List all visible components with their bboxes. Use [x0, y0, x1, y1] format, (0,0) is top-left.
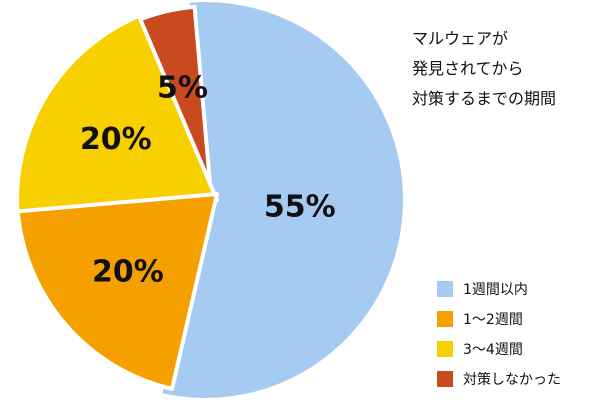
- chart-title: マルウェアが 発見されてから 対策するまでの期間: [412, 24, 556, 114]
- title-line-1: マルウェアが: [412, 29, 509, 48]
- legend-label-1-to-2-weeks: 1～2週間: [463, 311, 523, 328]
- legend-label-3-to-4-weeks: 3～4週間: [463, 341, 523, 358]
- pie-slice-within-1-week: [158, 0, 407, 402]
- legend-swatch-within-1-week: [437, 280, 453, 297]
- legend-swatch-1-to-2-weeks: [437, 310, 453, 327]
- pie-slice-3-to-4-weeks: [15, 13, 219, 220]
- legend-swatch-3-to-4-weeks: [437, 340, 453, 357]
- legend-item-within-1-week: 1週間以内: [437, 278, 561, 299]
- legend-swatch-no-action: [437, 370, 453, 387]
- title-line-3: 対策するまでの期間: [412, 89, 557, 108]
- pie-label-1-to-2-weeks: 20%: [92, 254, 164, 289]
- legend-label-no-action: 対策しなかった: [463, 371, 561, 388]
- legend-item-no-action: 対策しなかった: [437, 368, 561, 389]
- pie-label-3-to-4-weeks: 20%: [80, 122, 152, 157]
- pie-label-within-1-week: 55%: [264, 190, 336, 225]
- pie-label-no-action: 5%: [157, 71, 208, 106]
- legend: 1週間以内 1～2週間 3～4週間 対策しなかった: [437, 278, 561, 398]
- legend-item-3-to-4-weeks: 3～4週間: [437, 338, 561, 359]
- pie-slice-1-to-2-weeks: [15, 192, 219, 391]
- legend-item-1-to-2-weeks: 1～2週間: [437, 308, 561, 329]
- legend-label-within-1-week: 1週間以内: [463, 281, 528, 298]
- title-line-2: 発見されてから: [412, 59, 524, 78]
